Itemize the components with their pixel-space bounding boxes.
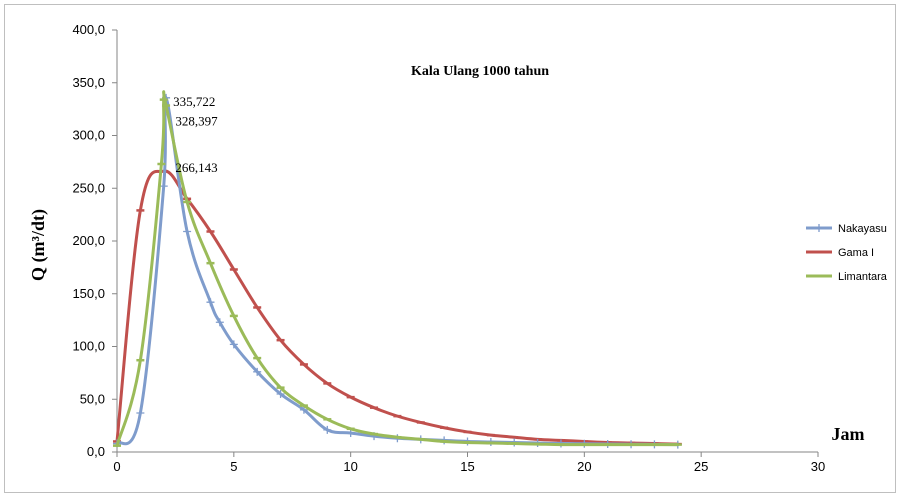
legend-label: Nakayasu [838,223,887,235]
series-line [115,95,680,447]
x-tick-label: 20 [577,459,591,474]
x-tick-label: 0 [113,459,120,474]
legend-label: Gama I [838,247,874,259]
series-line [115,90,680,448]
data-point [323,425,332,434]
x-tick-label: 5 [230,459,237,474]
y-tick-label: 400,0 [72,22,105,37]
data-point [206,298,215,307]
annotation-layer: 335,722 328,397 266,143 [173,94,218,175]
data-point [276,389,285,398]
x-tick-label: 10 [343,459,357,474]
axes: 0,0 50,0 100,0 150,0 200,0 250,0 300,0 350,0 400… [72,22,825,474]
chart-title: Kala Ulang 1000 tahun [411,64,549,79]
legend-item-limantara: Limantara [806,271,888,283]
legend: Nakayasu Gama I Limantara [806,223,888,283]
legend-item-nakayasu: Nakayasu [806,223,887,235]
data-point [215,318,224,327]
data-point [136,408,145,417]
data-label: 328,397 [175,114,218,129]
data-point [183,227,192,236]
x-tick-label: 30 [811,459,825,474]
series-limantara [113,90,682,448]
data-point [159,182,168,191]
series-layer [113,90,682,449]
x-axis-label: Jam [832,424,865,444]
data-label: 266,143 [175,160,217,175]
data-point [229,340,238,349]
series-line [115,169,680,446]
series-nakayasu [113,93,682,449]
x-tick-label: 25 [694,459,708,474]
y-axis-label: Q (m³/dt) [28,209,49,281]
y-tick-label: 250,0 [72,180,105,195]
legend-marker [815,224,823,232]
legend-item-gama-i: Gama I [806,247,874,259]
y-tick-label: 200,0 [72,233,105,248]
x-tick-label: 15 [460,459,474,474]
y-tick-label: 150,0 [72,286,105,301]
y-tick-label: 350,0 [72,75,105,90]
data-label: 335,722 [173,94,215,109]
data-point [253,367,262,376]
y-tick-label: 100,0 [72,339,105,354]
y-tick-label: 0,0 [87,444,105,459]
y-tick-label: 300,0 [72,128,105,143]
y-tick-label: 50,0 [80,391,105,406]
series-gama-i [113,169,682,446]
legend-label: Limantara [838,271,888,283]
